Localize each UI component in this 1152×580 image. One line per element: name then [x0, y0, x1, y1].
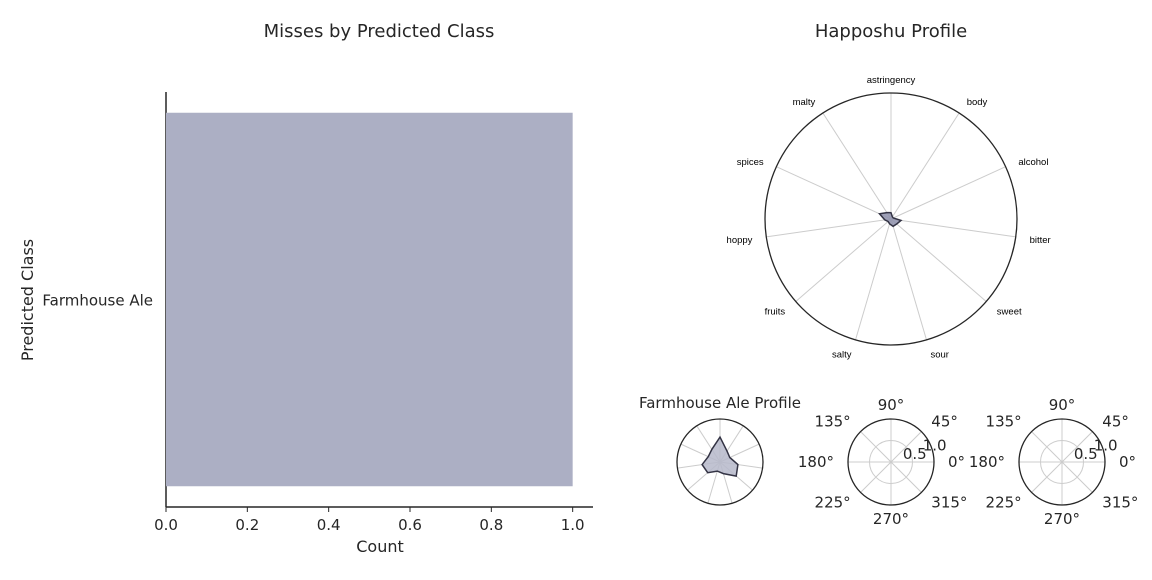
polar-angle-label: 0°: [1119, 453, 1136, 471]
x-tick-label: 0.6: [398, 516, 422, 534]
polar-angle-label: 45°: [931, 413, 958, 431]
x-tick-label: 0.2: [235, 516, 259, 534]
happoshu-radar: Happoshu Profile astringency body alcohol b…: [727, 21, 1051, 360]
bar: [166, 112, 573, 487]
radar-area: [701, 435, 739, 477]
polar-radial-label: 0.5: [1074, 445, 1098, 463]
radar-category-label: malty: [793, 97, 816, 108]
y-axis-label: Predicted Class: [18, 239, 37, 361]
happoshu-radar-title: Happoshu Profile: [815, 21, 967, 42]
polar-radial-label: 1.0: [1094, 437, 1118, 455]
polar-angle-label: 0°: [948, 453, 965, 471]
radar-category-label: sweet: [997, 307, 1022, 318]
polar-radial-label: 0.5: [903, 445, 927, 463]
polar-angle-label: 45°: [1102, 413, 1129, 431]
polar-outline: [847, 418, 935, 506]
radar-category-label: bitter: [1030, 235, 1051, 246]
radar-category-label: body: [967, 97, 988, 108]
radar-outline: [764, 92, 1018, 346]
radar-category-label: spices: [737, 157, 764, 168]
x-tick-label: 0.4: [317, 516, 341, 534]
polar-angle-label: 180°: [969, 453, 1005, 471]
x-tick-label: 0.8: [479, 516, 503, 534]
radar-area: [878, 211, 903, 228]
radar-spoke: [776, 166, 892, 220]
farmhouse-radar: Farmhouse Ale Profile: [639, 394, 801, 506]
polar-gridline: [869, 440, 913, 484]
radar-spoke: [890, 112, 960, 220]
bar-chart: Misses by Predicted Class Count Predicte…: [18, 21, 593, 556]
polar-gridline: [1040, 440, 1084, 484]
radar-spoke: [890, 166, 1006, 220]
polar-angle-label: 270°: [873, 510, 909, 528]
polar-angle-label: 180°: [798, 453, 834, 471]
polar-angle-label: 270°: [1044, 510, 1080, 528]
x-tick-label: 1.0: [561, 516, 585, 534]
radar-category-label: astringency: [867, 75, 916, 86]
polar-angle-label: 135°: [815, 413, 851, 431]
x-axis-label: Count: [356, 537, 404, 556]
polar-angle-label: 225°: [815, 493, 851, 511]
radar-spoke: [890, 218, 987, 302]
polar-radial-label: 1.0: [923, 437, 947, 455]
radar-spoke: [795, 218, 892, 302]
radar-category-label: salty: [832, 349, 852, 360]
radar-spoke: [766, 218, 892, 238]
radar-category-label: alcohol: [1018, 157, 1048, 168]
polar-angle-label: 90°: [878, 396, 905, 414]
radar-category-label: fruits: [765, 307, 786, 318]
farmhouse-radar-title: Farmhouse Ale Profile: [639, 394, 801, 412]
radar-spoke: [890, 218, 927, 341]
radar-category-label: sour: [930, 349, 948, 360]
x-tick-label: 0.0: [154, 516, 178, 534]
polar-angle-label: 315°: [1102, 493, 1138, 511]
radar-spoke: [822, 112, 892, 220]
empty-polar-2: 0° 45° 90° 135° 180° 225° 270° 315° 0.51.0: [969, 396, 1139, 528]
radar-spoke: [890, 218, 1016, 238]
radar-outline: [676, 418, 764, 506]
radar-spoke: [855, 218, 892, 341]
radar-category-label: hoppy: [727, 235, 753, 246]
polar-outline: [1018, 418, 1106, 506]
bar-chart-title: Misses by Predicted Class: [264, 21, 495, 42]
polar-angle-label: 315°: [931, 493, 967, 511]
polar-angle-label: 135°: [986, 413, 1022, 431]
y-tick-label: Farmhouse Ale: [42, 292, 153, 310]
polar-angle-label: 90°: [1049, 396, 1076, 414]
empty-polar-1: 0° 45° 90° 135° 180° 225° 270° 315° 0.51.0: [798, 396, 968, 528]
polar-angle-label: 225°: [986, 493, 1022, 511]
